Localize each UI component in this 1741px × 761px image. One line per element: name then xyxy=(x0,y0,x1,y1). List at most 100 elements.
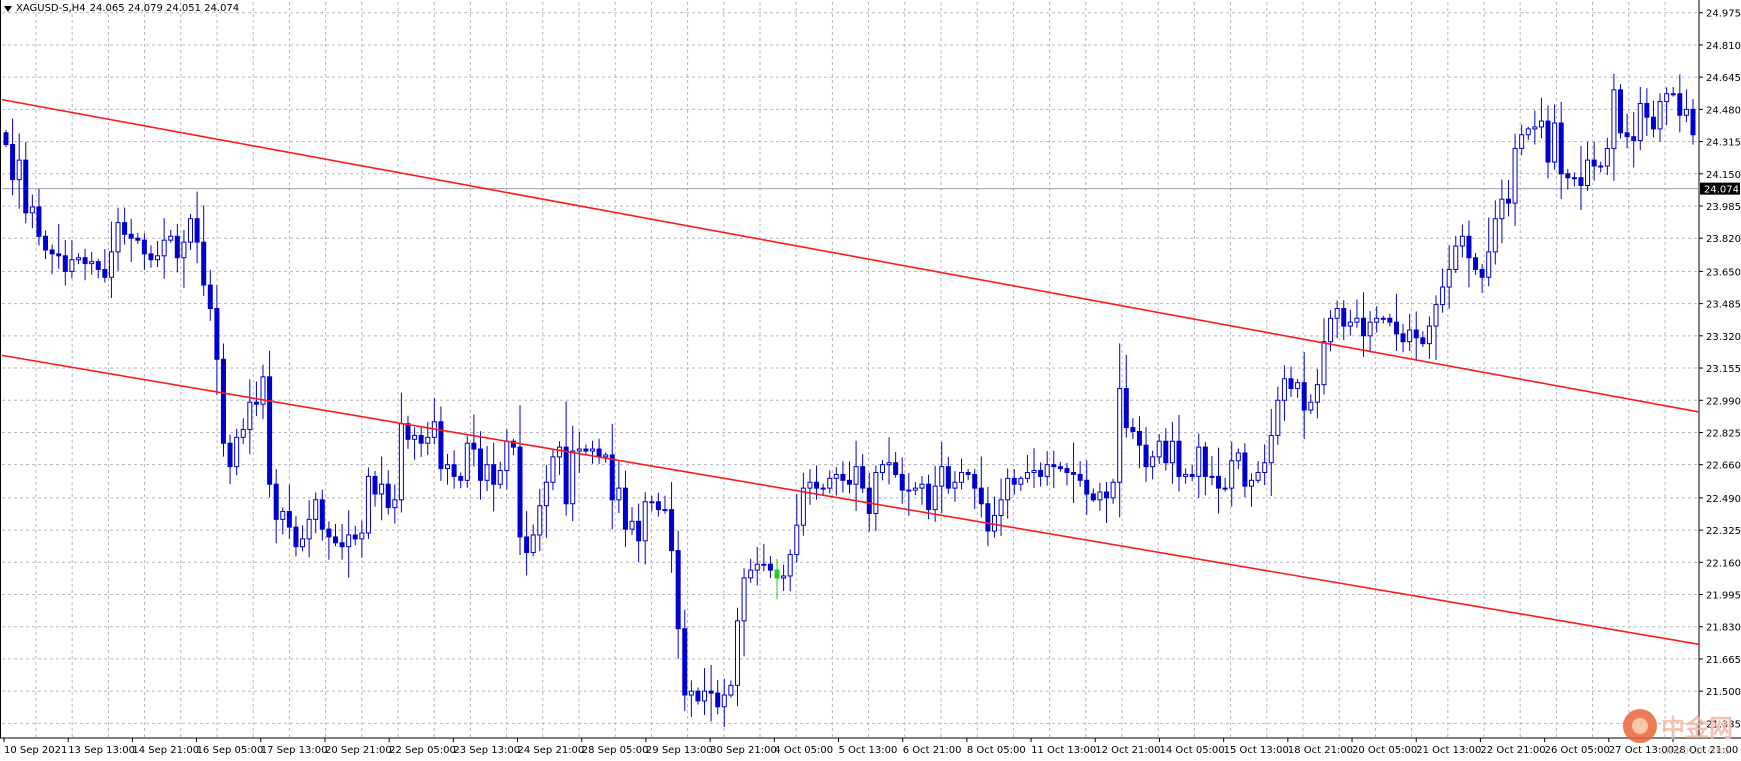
candle-body-bull xyxy=(728,684,734,696)
candle-body-bull xyxy=(734,620,740,686)
candle-body-bear xyxy=(972,473,978,489)
candle-body-bear xyxy=(622,487,628,530)
candle-body-bear xyxy=(609,454,615,501)
candle-body-bear xyxy=(1163,440,1169,464)
candle-body-bear xyxy=(866,487,872,514)
candle-body-bear xyxy=(491,464,497,485)
candle-body-bull xyxy=(1024,471,1030,479)
y-tick-label: 21.335 xyxy=(1706,719,1741,730)
y-tick-label: 23.985 xyxy=(1706,202,1741,213)
candle-body-bear xyxy=(985,503,991,532)
candle-body-bull xyxy=(919,483,925,489)
candle-body-bull xyxy=(906,489,912,492)
candle-body-bull xyxy=(260,376,266,405)
candle-body-bear xyxy=(128,233,134,239)
candle-body-bull xyxy=(89,261,95,265)
candle-body-bear xyxy=(899,473,905,491)
candle-body-bear xyxy=(715,692,721,708)
candle-body-bull xyxy=(1519,134,1525,149)
candle-body-bear xyxy=(1077,473,1083,481)
y-tick-label: 21.500 xyxy=(1706,687,1741,698)
x-tick-label: 4 Oct 05:00 xyxy=(774,745,833,756)
candle-body-bull xyxy=(912,487,918,491)
candle-body-bull xyxy=(1229,460,1235,489)
candle-body-bull xyxy=(820,487,826,490)
candle-body-bull xyxy=(1044,464,1050,477)
candle-body-bull xyxy=(379,483,385,495)
candle-body-bear xyxy=(1011,477,1017,485)
candle-body-bear xyxy=(194,218,200,243)
candle-body-bear xyxy=(471,442,477,450)
candle-body-bull xyxy=(557,446,563,458)
candle-body-bull xyxy=(392,499,398,509)
candle-body-bull xyxy=(1183,473,1189,477)
y-tick-label: 21.665 xyxy=(1706,655,1741,666)
candle-body-bull xyxy=(537,505,543,536)
candle-body-bear xyxy=(418,434,424,444)
candle-body-bear xyxy=(1578,177,1584,187)
candle-body-bull xyxy=(29,206,35,214)
candle-body-bull xyxy=(168,235,174,241)
candle-body-bull xyxy=(1321,341,1327,386)
candle-body-bear xyxy=(945,466,951,489)
candle-body-bear xyxy=(524,536,530,554)
candle-body-bull xyxy=(781,575,787,579)
candle-body-bear xyxy=(1479,268,1485,278)
candle-body-bull xyxy=(181,241,187,259)
candle-body-bull xyxy=(1499,198,1505,220)
candle-body-bear xyxy=(1143,444,1149,468)
watermark-subtext: CNGOLD.ORG xyxy=(1658,747,1731,757)
x-tick-label: 28 Sep 05:00 xyxy=(582,745,649,756)
candle-body-bear xyxy=(774,569,780,579)
candle-body-bear xyxy=(174,235,180,259)
candle-body-bear xyxy=(1216,475,1222,489)
candle-body-bull xyxy=(1281,378,1287,401)
candle-body-bear xyxy=(1624,132,1630,138)
x-tick-label: 15 Oct 13:00 xyxy=(1224,745,1289,756)
candle-body-bull xyxy=(1664,93,1670,103)
candle-body-bull xyxy=(761,563,767,566)
candle-body-bull xyxy=(1604,147,1610,167)
candle-body-bear xyxy=(352,534,358,540)
candle-body-bull xyxy=(497,470,503,485)
candle-body-bull xyxy=(1525,128,1531,136)
candle-body-bear xyxy=(675,550,681,630)
candle-body-bull xyxy=(1637,103,1643,142)
candle-body-bull xyxy=(504,440,510,472)
candle-body-bear xyxy=(1387,317,1393,323)
candle-body-bear xyxy=(1202,446,1208,477)
candle-body-bull xyxy=(1367,321,1373,337)
candle-body-bear xyxy=(695,690,701,702)
candle-body-bull xyxy=(155,255,161,261)
candle-body-bull xyxy=(1571,177,1577,180)
candle-body-bear xyxy=(1420,337,1426,345)
x-tick-label: 30 Sep 21:00 xyxy=(710,745,777,756)
candle-body-bear xyxy=(1466,235,1472,259)
x-tick-label: 5 Oct 13:00 xyxy=(839,745,898,756)
candle-body-bull xyxy=(1433,304,1439,327)
candle-body-bear xyxy=(253,401,259,405)
candle-body-bear xyxy=(847,479,852,485)
candle-body-bear xyxy=(814,481,820,489)
candle-body-bear xyxy=(458,475,464,481)
candle-body-bear xyxy=(220,358,226,444)
candle-body-bull xyxy=(1150,456,1156,468)
candle-body-bull xyxy=(748,569,754,579)
candle-body-bull xyxy=(1512,147,1518,204)
candle-body-bull xyxy=(365,475,371,534)
x-tick-label: 6 Oct 21:00 xyxy=(903,745,962,756)
candle-body-bear xyxy=(767,563,773,571)
candle-body-bear xyxy=(56,253,62,257)
candle-body-bull xyxy=(1407,329,1413,343)
y-tick-label: 23.820 xyxy=(1706,234,1741,245)
candle-body-bear xyxy=(319,499,325,530)
candle-body-bear xyxy=(1084,479,1090,495)
candle-body-bull xyxy=(1380,317,1386,320)
candle-body-bull xyxy=(161,239,167,257)
candle-body-bear xyxy=(1393,321,1399,335)
candle-body-bear xyxy=(372,475,378,495)
candle-body-bull xyxy=(589,448,595,452)
y-tick-label: 24.645 xyxy=(1706,73,1741,84)
